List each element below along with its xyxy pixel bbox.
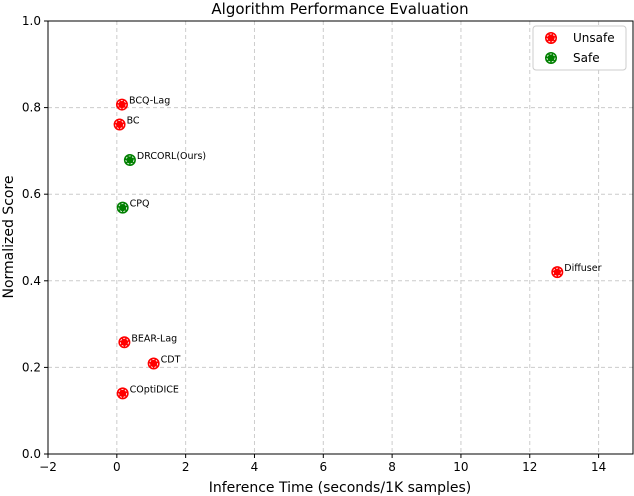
data-label: BEAR-Lag <box>131 333 177 344</box>
x-tick-label: 12 <box>522 460 537 474</box>
data-label: BC <box>127 115 140 126</box>
grid <box>47 20 633 455</box>
data-point-ring <box>125 155 135 165</box>
x-tick-label: 8 <box>388 460 396 474</box>
data-label: DRCORL(Ours) <box>137 151 206 162</box>
chart-title: Algorithm Performance Evaluation <box>211 0 468 18</box>
data-point-ring <box>149 359 159 368</box>
data-point-ring <box>115 120 124 129</box>
data-point-ring <box>117 100 127 109</box>
axis-ticks: −2 0 2 4 6 8 10 12 14 0.0 0.2 0.4 0.6 0.8 1.0 <box>22 14 606 474</box>
y-tick-label: 1.0 <box>22 14 41 28</box>
data-point-ring <box>118 203 128 213</box>
data-point-ring <box>118 388 128 398</box>
y-axis-label: Normalized Score <box>1 175 17 298</box>
legend-marker-ring <box>546 33 556 43</box>
plot-frame <box>47 20 634 455</box>
x-axis-label: Inference Time (seconds/1K samples) <box>209 480 472 496</box>
data-label: BCQ-Lag <box>129 96 170 107</box>
x-tick-label: 0 <box>113 460 121 474</box>
x-tick-label: 14 <box>591 460 606 474</box>
legend-label: Safe <box>573 51 600 65</box>
data-label: COptiDICE <box>130 384 179 395</box>
x-tick-label: 10 <box>453 460 468 474</box>
legend-marker-ring <box>546 53 556 63</box>
x-tick-label: 6 <box>319 460 327 474</box>
data-label: CPQ <box>130 199 150 210</box>
data-point-ring <box>119 337 129 347</box>
legend: Unsafe Safe <box>532 25 627 71</box>
x-tick-label: −2 <box>39 460 57 474</box>
legend-label: Unsafe <box>573 31 615 45</box>
y-tick-label: 0.6 <box>22 187 41 201</box>
x-tick-label: 2 <box>182 460 190 474</box>
y-tick-label: 0.4 <box>22 274 41 288</box>
y-tick-label: 0.8 <box>22 101 41 115</box>
data-label: CDT <box>161 355 181 366</box>
x-tick-label: 4 <box>251 460 259 474</box>
y-tick-label: 0.2 <box>22 360 41 374</box>
data-points: BCQ-Lag BC DRCORL(Ours) CPQ Diffuser BEAR-Lag… <box>113 96 602 400</box>
data-label: Diffuser <box>564 263 601 274</box>
data-point-ring <box>552 267 562 277</box>
y-tick-label: 0.0 <box>22 447 41 461</box>
